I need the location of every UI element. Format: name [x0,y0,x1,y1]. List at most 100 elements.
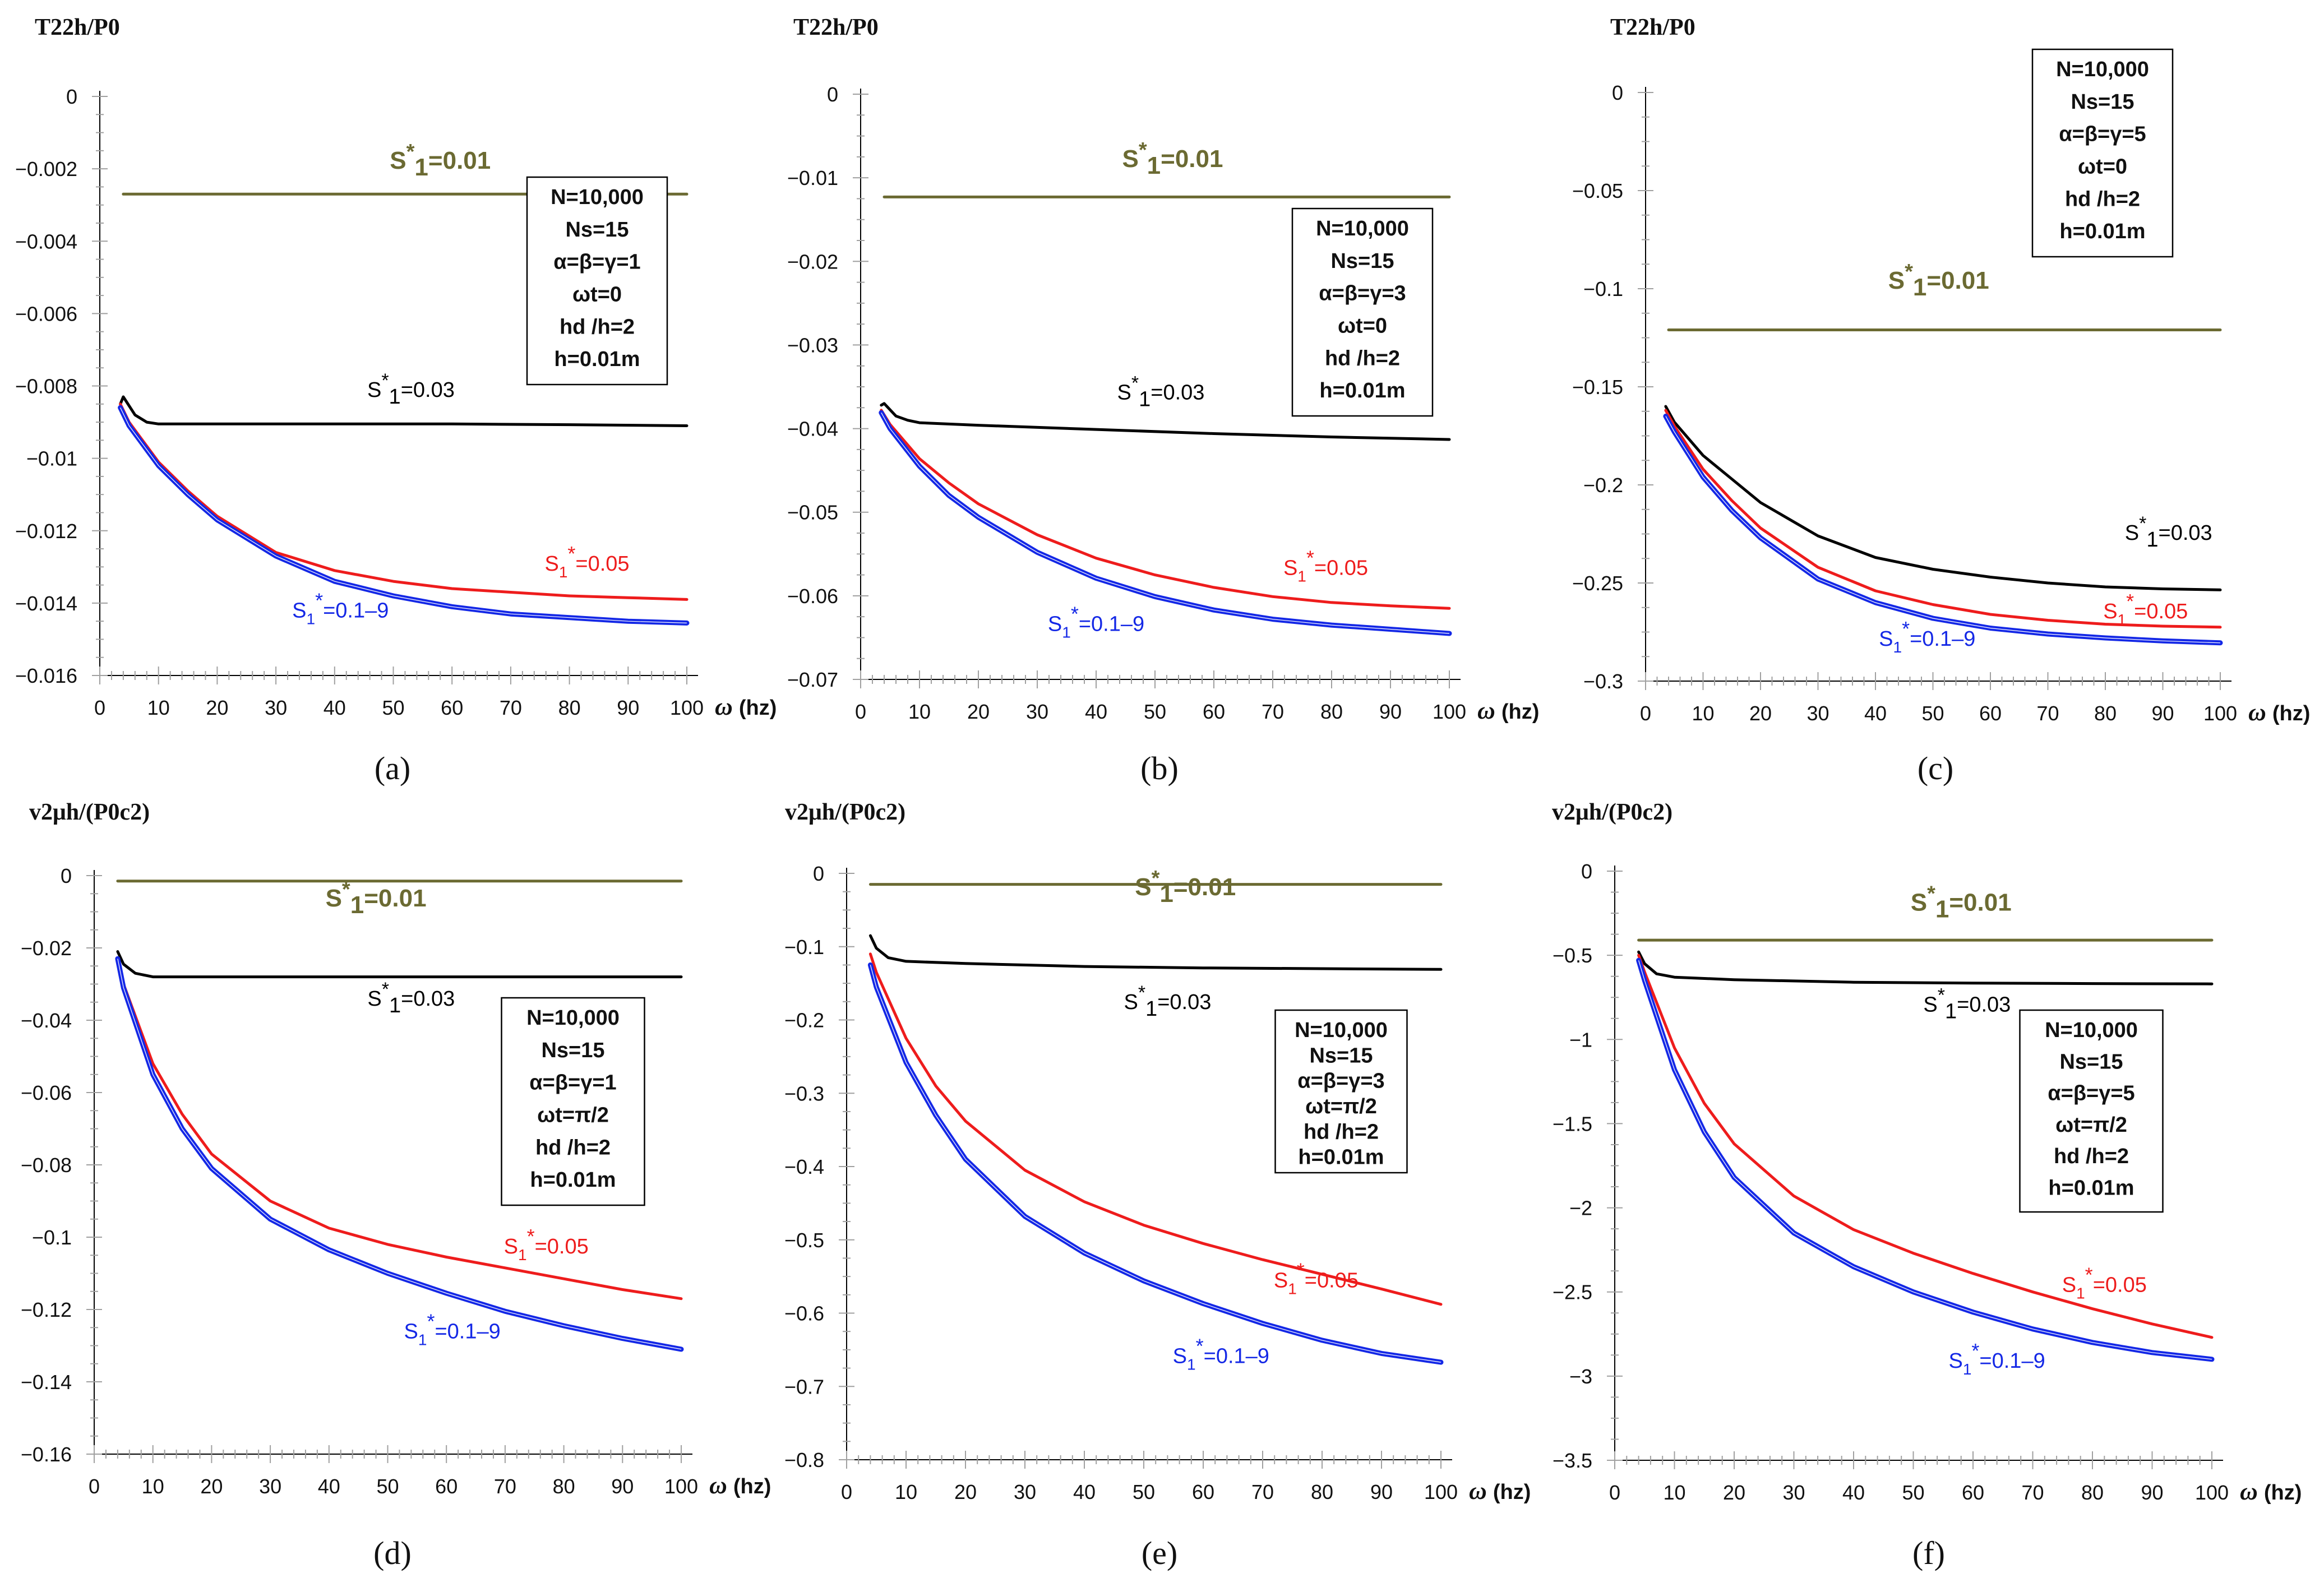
chart-panel-6: 0 −0.5 −1 −1.5 −2 −2.5 −3 −3.5 0 10 20 30 40 50 60 70 80… [1552,799,2302,1571]
x-tick-label: 100 [2203,702,2237,725]
series-label-main: S [1135,873,1151,901]
x-tick-label: 0 [94,696,105,719]
series-line-s003 [868,934,1443,971]
y-tick-label: −0.05 [787,501,838,524]
legend-entry: Ns=15 [1309,1044,1373,1067]
x-tick-label: 90 [1379,700,1402,723]
legend-entry: h=0.01m [1319,379,1405,402]
series-label-s01: S1*=0.1–9 [1173,1334,1269,1373]
y-tick-label: −0.01 [787,166,838,189]
series-label-eq: =0.1–9 [435,1320,500,1344]
x-tick-label: 70 [2036,702,2059,725]
series-label-s003: S*1=0.03 [1124,982,1211,1021]
x-tick-label: 60 [1962,1481,1984,1504]
series-label-main: S [1879,627,1893,651]
legend-entry: ωt=π/2 [1305,1095,1377,1118]
series-line-s003 [1664,405,2222,591]
y-tick-label: −0.2 [1583,474,1623,497]
x-tick-label: 40 [1085,700,1107,723]
legend-entry: N=10,000 [551,186,644,209]
x-tick-label: 90 [1370,1480,1393,1503]
legend-entry: α=β=γ=3 [1319,282,1406,306]
series-label-main: S [1173,1344,1187,1368]
legend-box [2031,48,2174,258]
legend-entry: ωt=0 [2078,155,2127,178]
legend-entry: α=β=γ=5 [2048,1082,2134,1105]
chart-panel-4: 0 −0.02 −0.04 −0.06 −0.08 −0.1 −0.12 −0.14 −0.16… [21,799,771,1571]
x-tick-label: 50 [1921,702,1944,725]
legend-entry: Ns=15 [565,218,629,242]
y-tick-label: −1.5 [1553,1112,1592,1135]
series-label-s01: S1*=0.1–9 [292,589,389,628]
x-axis-symbol: ω [715,693,733,720]
legend-entry: ωt=0 [572,283,622,306]
series-label-sub: 1 [1963,1360,1972,1378]
series-label-sub: 1 [414,154,428,181]
legend-entry: α=β=γ=1 [529,1071,616,1095]
y-tick-label: −0.2 [784,1009,824,1032]
legend-box [526,176,668,386]
legend-entry: N=10,000 [2045,1019,2138,1042]
series-label-sub: 1 [1159,880,1173,908]
series-label-sub: 1 [1297,568,1306,585]
series-label-s001: S*1=0.01 [1122,138,1223,179]
x-tick-label: 30 [259,1475,281,1498]
series-label-main: S [1124,991,1138,1014]
x-tick-label: 30 [1014,1480,1036,1503]
parameter-legend: N=10,000 Ns=15 α=β=γ=1 ωt=0 hd /h=2 h=0.01m [526,176,668,386]
x-tick-label: 60 [1192,1480,1214,1503]
series-label-s005: S1*=0.05 [2103,590,2188,628]
series-line-s005 [1637,954,2214,1339]
legend-box [2019,1009,2164,1213]
series-label-sub: 1 [1062,623,1071,641]
legend-box [501,997,645,1206]
panel-caption: (f) [1912,1535,1945,1571]
series-label-main: S [1122,145,1139,173]
y-tick-label: −2.5 [1553,1281,1592,1304]
series-label-main: S [1117,381,1131,404]
series-label-main: S [1274,1269,1288,1293]
series-label-eq: =0.01 [428,147,491,174]
chart-panel-3: 0 −0.05 −0.1 −0.15 −0.2 −0.25 −0.3 0 10 20 30 40 50 6… [1572,15,2310,786]
x-tick-label: 70 [500,696,522,719]
legend-box [1291,207,1434,417]
series-label-sub: 1 [2118,611,2127,628]
panel-caption: (b) [1140,750,1179,786]
series-label-s001: S*1=0.01 [1135,867,1236,908]
x-tick-label: 80 [2081,1481,2104,1504]
x-tick-label: 90 [611,1475,634,1498]
legend-entry: hd /h=2 [560,315,635,339]
series-label-main: S [404,1320,418,1344]
series-label-main: S [544,552,558,576]
series-label-eq: =0.03 [1957,993,2011,1017]
series-line-s003 [1637,950,2214,985]
series-label-eq: =0.01 [364,885,426,912]
series-line-s003 [880,402,1451,441]
y-tick-label: −1 [1569,1028,1592,1051]
series-line-s003 [119,395,689,427]
x-tick-label: 50 [382,696,404,719]
x-tick-label: 100 [1424,1480,1458,1503]
series-label-main: S [326,885,342,912]
x-tick-label: 90 [617,696,639,719]
x-tick-label: 70 [494,1475,516,1498]
x-tick-label: 40 [1864,702,1887,725]
series-label-sub: 1 [2146,528,2158,552]
y-tick-label: −0.1 [784,936,824,959]
series-label-eq: =0.03 [1157,991,1211,1014]
x-tick-label: 40 [324,696,346,719]
series-label-eq: =0.01 [1161,145,1223,173]
series-label-sub: 1 [2076,1285,2085,1302]
legend-entry: α=β=γ=5 [2059,123,2146,146]
x-axis-label: ω (hz) [709,1471,771,1499]
chart-panel-5: 0 −0.1 −0.2 −0.3 −0.4 −0.5 −0.6 −0.7 −0.8 0 10 20 30… [784,799,1531,1571]
legend-entry: ωt=π/2 [2055,1113,2127,1137]
y-tick-label: 0 [66,85,77,108]
series-label-sub: 1 [1288,1280,1297,1298]
series-line-highlight [117,959,682,1350]
y-tick-label: −0.02 [787,250,838,273]
y-tick-label: −0.07 [787,668,838,691]
legend-entry: hd /h=2 [2054,1145,2129,1168]
